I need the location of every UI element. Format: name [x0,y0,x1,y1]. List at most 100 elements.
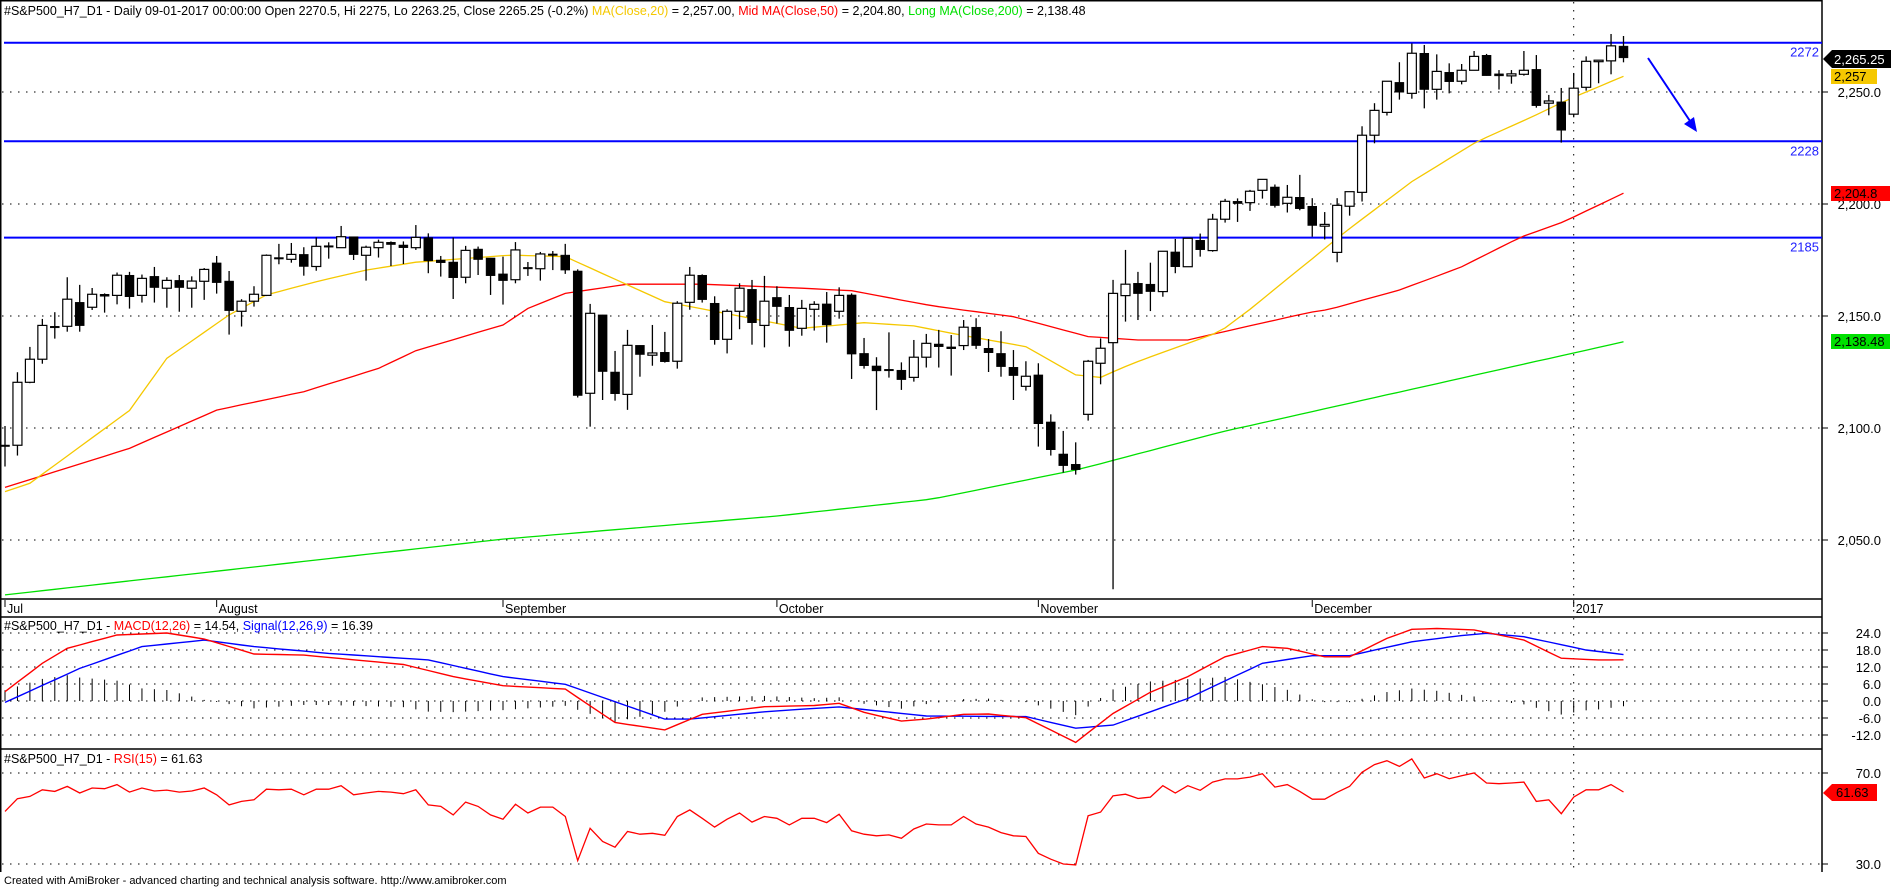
candle-83[interactable] [1033,363,1044,447]
candle-3[interactable] [37,318,48,364]
candle-93[interactable] [1157,250,1168,297]
candle-127[interactable] [1581,56,1592,91]
candle-10[interactable] [124,271,135,309]
candle-52[interactable] [647,324,658,366]
candle-58[interactable] [721,309,733,354]
candle-78[interactable] [971,318,981,349]
candle-99[interactable] [1232,198,1243,222]
rsi-panel[interactable] [4,758,1624,866]
candle-56[interactable] [697,274,707,303]
candle-86[interactable] [1070,442,1081,475]
candle-26[interactable] [323,242,334,259]
candle-79[interactable] [983,339,994,372]
candle-16[interactable] [199,268,210,300]
candle-24[interactable] [299,247,309,276]
candle-14[interactable] [174,275,185,312]
candle-84[interactable] [1046,414,1056,456]
candle-57[interactable] [709,296,720,345]
candle-34[interactable] [423,233,434,274]
candle-32[interactable] [398,241,409,265]
candle-45[interactable] [560,243,570,274]
candle-15[interactable] [186,276,197,308]
candle-123[interactable] [1531,55,1542,108]
candle-96[interactable] [1195,233,1205,257]
candle-54[interactable] [672,301,683,369]
candle-80[interactable] [996,331,1006,377]
candle-109[interactable] [1356,126,1368,202]
candle-74[interactable] [921,333,932,368]
candle-2[interactable] [24,346,35,384]
candle-19[interactable] [236,299,247,327]
candle-61[interactable] [759,275,770,348]
candle-128[interactable] [1593,59,1604,84]
candle-31[interactable] [386,241,396,267]
candle-53[interactable] [660,331,670,363]
candle-112[interactable] [1394,62,1405,100]
candle-119[interactable] [1481,53,1492,76]
candle-85[interactable] [1058,430,1068,473]
candle-76[interactable] [946,335,956,376]
candle-101[interactable] [1257,178,1268,199]
candle-114[interactable] [1419,44,1430,109]
candle-48[interactable] [597,314,608,400]
candle-106[interactable] [1319,212,1330,240]
candle-46[interactable] [572,269,583,398]
candle-81[interactable] [1008,350,1019,400]
candle-97[interactable] [1207,213,1218,252]
candle-125[interactable] [1556,87,1566,143]
candle-98[interactable] [1219,198,1231,223]
candle-91[interactable] [1133,271,1143,321]
candle-43[interactable] [535,251,546,281]
candle-118[interactable] [1468,51,1480,71]
candle-63[interactable] [784,294,795,347]
candle-130[interactable] [1618,36,1629,63]
candle-29[interactable] [360,245,372,281]
candle-82[interactable] [1020,361,1032,391]
candle-22[interactable] [274,243,284,265]
candle-37[interactable] [460,245,471,284]
candle-75[interactable] [934,329,944,368]
candle-60[interactable] [747,279,757,345]
candle-38[interactable] [473,246,483,276]
candle-30[interactable] [373,239,384,258]
candle-62[interactable] [772,286,782,324]
candle-117[interactable] [1456,64,1467,85]
candle-71[interactable] [884,332,894,378]
candle-41[interactable] [510,242,521,284]
candle-55[interactable] [684,266,695,310]
candle-107[interactable] [1332,198,1343,263]
candle-51[interactable] [635,345,645,377]
candle-1[interactable] [12,372,23,456]
candle-70[interactable] [871,357,882,411]
candle-116[interactable] [1444,63,1454,94]
candle-0[interactable] [0,425,10,467]
candle-21[interactable] [261,254,272,297]
candle-6[interactable] [74,284,85,332]
candle-124[interactable] [1543,94,1554,116]
candle-111[interactable] [1381,80,1393,116]
candle-72[interactable] [896,362,907,390]
candle-126[interactable] [1568,72,1579,118]
candle-73[interactable] [908,339,919,382]
candle-92[interactable] [1145,262,1156,312]
candle-23[interactable] [286,242,297,263]
candle-42[interactable] [523,262,533,276]
candle-33[interactable] [410,225,421,250]
macd-panel[interactable] [4,627,1624,744]
candle-90[interactable] [1120,249,1131,322]
candle-120[interactable] [1494,70,1504,90]
candle-47[interactable] [585,303,596,427]
candle-35[interactable] [436,255,446,277]
candle-122[interactable] [1518,51,1530,76]
candle-36[interactable] [448,237,458,299]
candle-100[interactable] [1244,189,1256,211]
candle-5[interactable] [62,277,73,332]
candle-105[interactable] [1307,198,1317,237]
candle-49[interactable] [610,350,620,401]
candle-110[interactable] [1369,103,1380,144]
candle-17[interactable] [211,255,222,294]
candle-8[interactable] [99,293,110,313]
candle-108[interactable] [1344,191,1355,216]
candle-88[interactable] [1095,338,1106,385]
candle-94[interactable] [1170,238,1181,274]
